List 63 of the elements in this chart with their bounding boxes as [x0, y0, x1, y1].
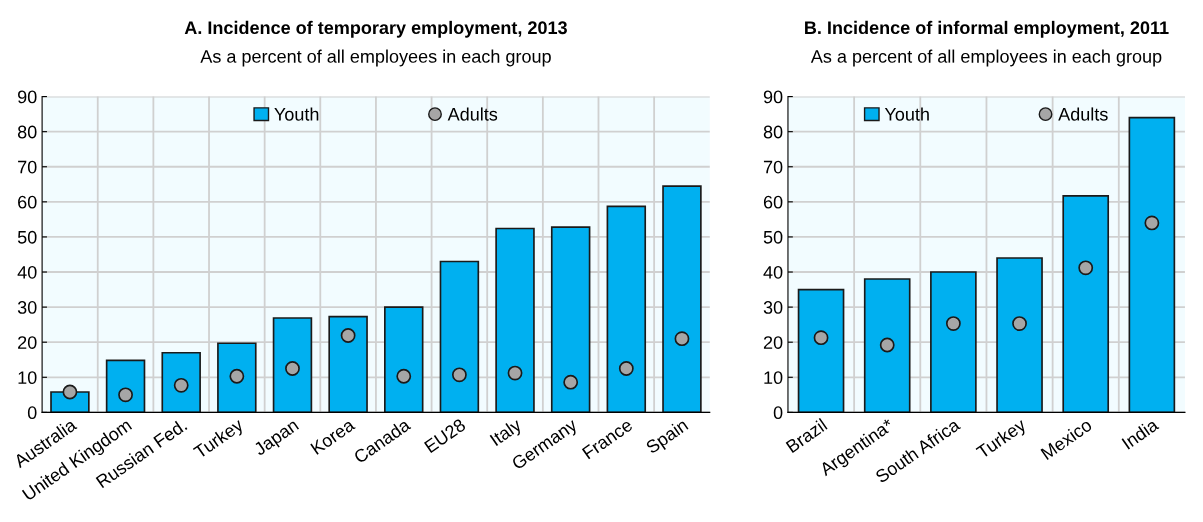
bar	[217, 342, 257, 413]
bar	[1128, 116, 1176, 413]
y-tick-label: 30	[763, 301, 783, 314]
bar	[272, 317, 313, 413]
y-tick-label: 10	[18, 371, 37, 385]
point	[62, 384, 78, 400]
y-tick-label: 50	[763, 230, 783, 244]
bar	[662, 185, 702, 413]
y-tick-label: 40	[763, 265, 783, 279]
bar	[439, 260, 480, 413]
legend-label: Adults	[1058, 107, 1108, 121]
point	[1078, 260, 1094, 276]
point	[1012, 316, 1027, 332]
point	[507, 365, 523, 381]
point	[229, 368, 245, 384]
chart-subtitle: As a percent of all employees in each group	[810, 49, 1162, 67]
y-tick-label: 10	[764, 371, 783, 385]
legend-label: Youth	[884, 107, 929, 121]
y-tick-label: 90	[18, 90, 37, 104]
bar	[930, 271, 977, 413]
legend-label: Youth	[274, 107, 319, 121]
point	[618, 361, 634, 376]
y-tick-label: 0	[773, 406, 783, 420]
chart-title: A. Incidence of temporary employment, 2013	[184, 20, 567, 38]
bar	[1062, 195, 1110, 413]
point	[396, 368, 412, 384]
point	[945, 316, 961, 332]
x-tick-label: India	[1121, 417, 1160, 450]
bar	[606, 205, 647, 413]
bar	[797, 288, 845, 413]
y-tick-label: 90	[763, 90, 783, 104]
chart-subtitle: As a percent of all employees in each group	[200, 49, 551, 67]
y-tick-label: 80	[17, 125, 37, 139]
y-tick-label: 70	[18, 160, 37, 174]
y-tick-label: 30	[17, 301, 37, 314]
point	[451, 367, 467, 383]
point	[285, 361, 300, 376]
bar	[495, 227, 535, 413]
point	[340, 328, 356, 343]
y-tick-label: 60	[763, 195, 783, 209]
y-tick-label: 0	[27, 406, 37, 420]
bar	[328, 315, 368, 413]
y-tick-label: 40	[17, 265, 37, 279]
bar	[550, 226, 591, 413]
bar	[105, 359, 146, 413]
bar	[384, 306, 424, 413]
chart-title: B. Incidence of informal employment, 2011	[805, 20, 1169, 38]
point	[118, 387, 133, 403]
y-tick-label: 20	[18, 336, 37, 349]
bar	[161, 351, 201, 413]
point	[1144, 215, 1160, 231]
bar	[863, 278, 911, 413]
point	[563, 374, 579, 390]
bar	[996, 257, 1043, 413]
y-tick-label: 50	[17, 230, 37, 244]
y-tick-label: 20	[763, 336, 783, 349]
point	[813, 330, 829, 346]
point	[879, 337, 895, 353]
point	[674, 331, 690, 347]
y-tick-label: 70	[763, 160, 783, 174]
legend-label: Adults	[447, 107, 498, 121]
y-tick-label: 60	[18, 195, 37, 209]
y-tick-label: 80	[763, 125, 783, 139]
